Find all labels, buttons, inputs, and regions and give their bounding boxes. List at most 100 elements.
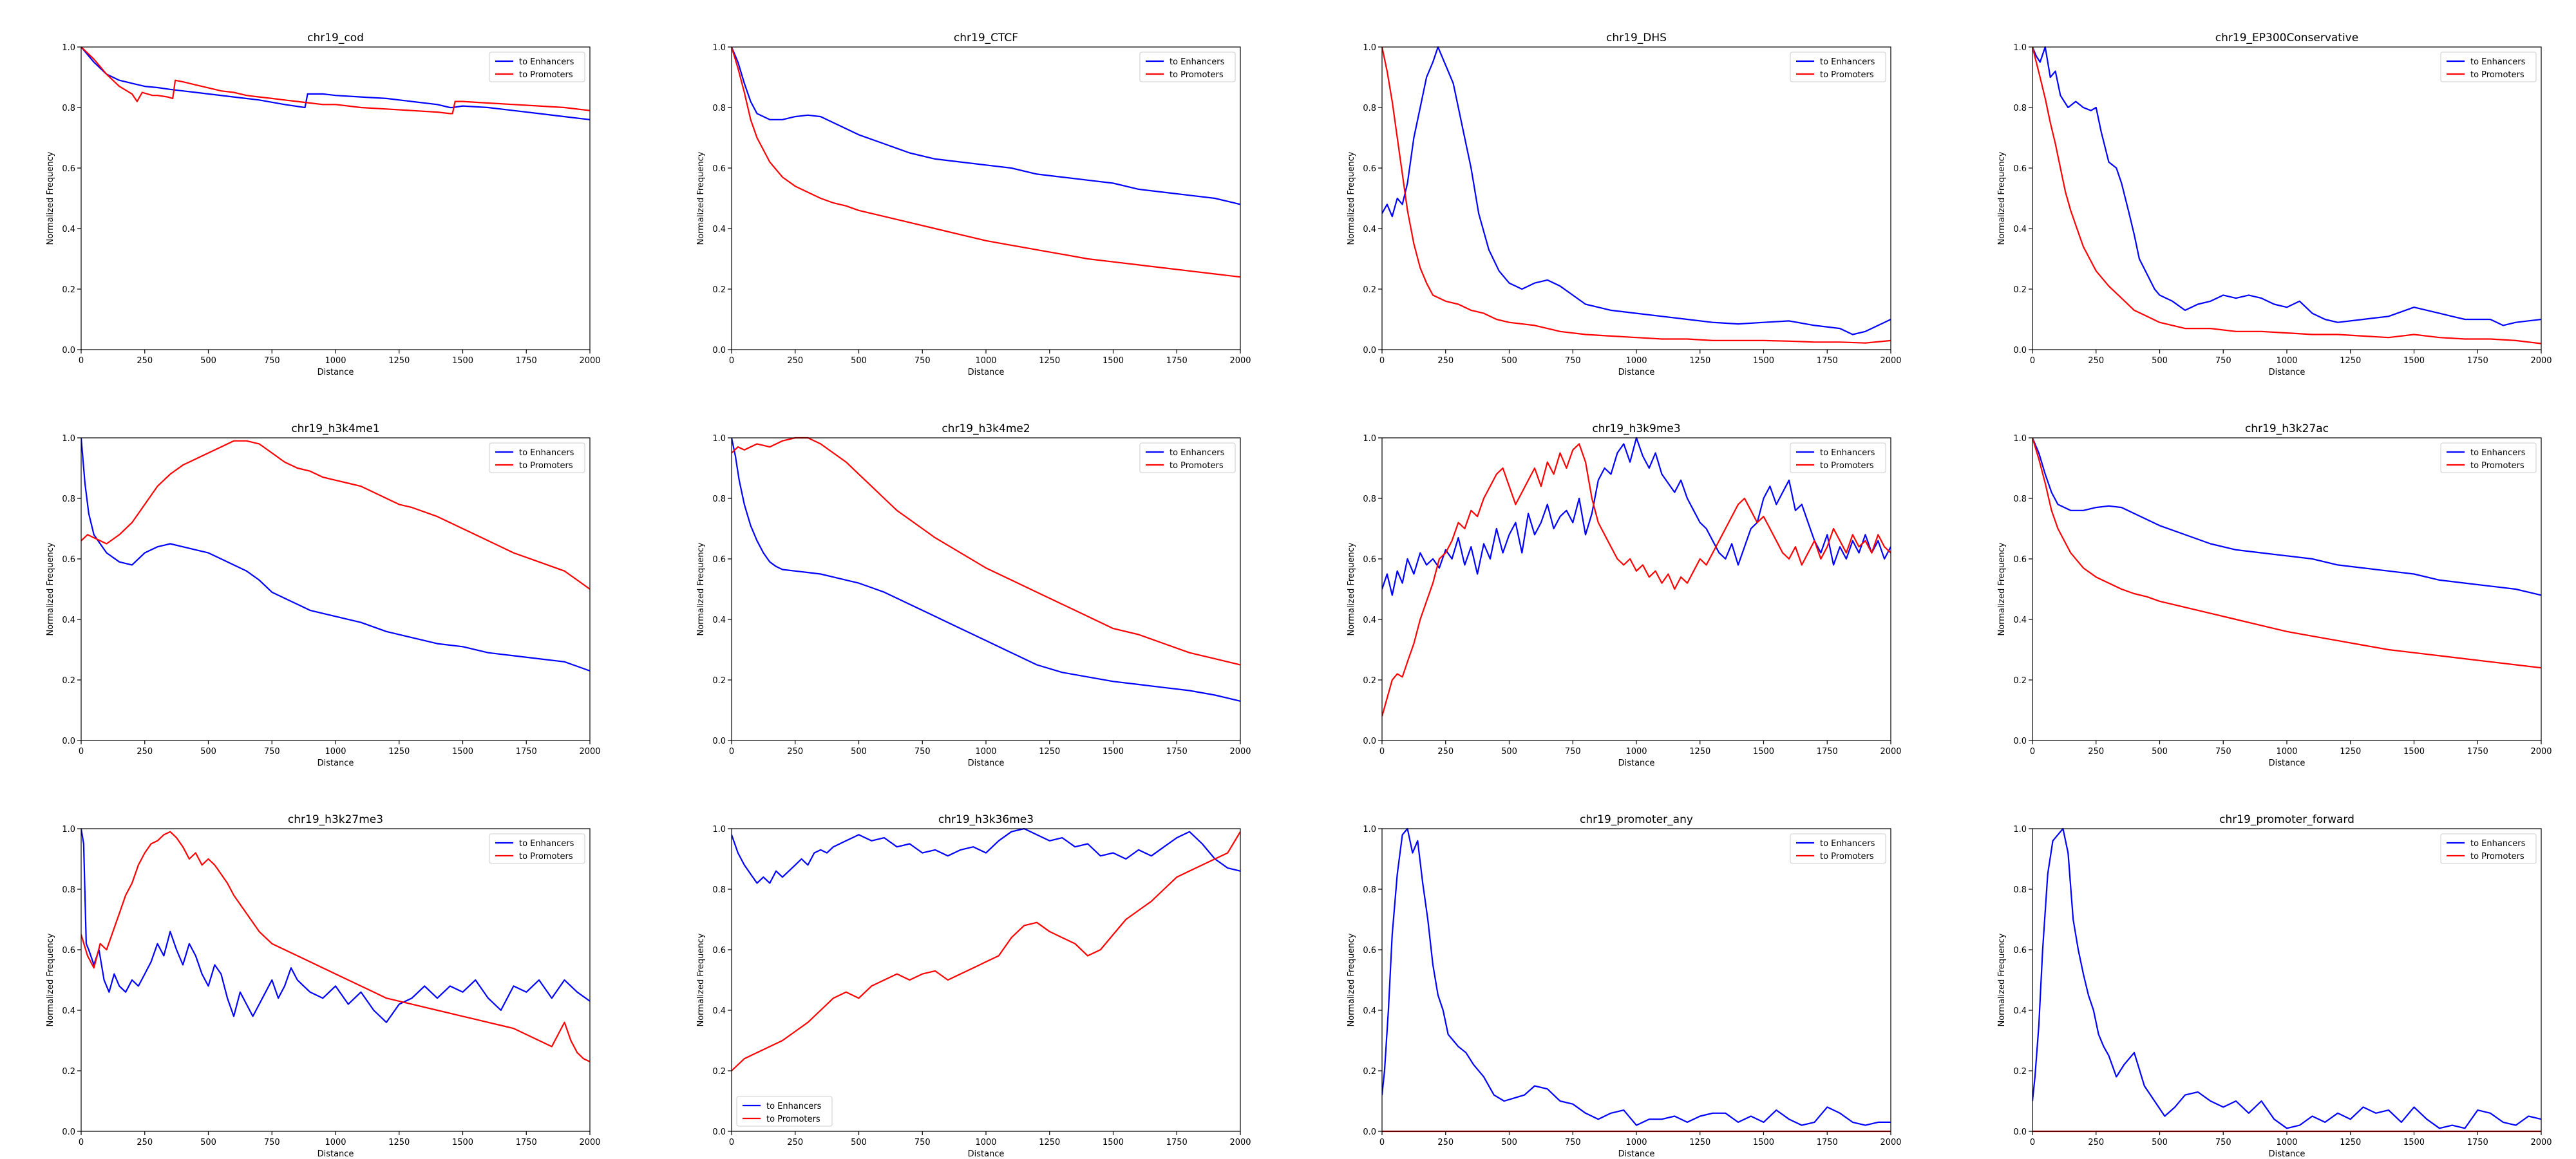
x-tick-label: 1000	[2276, 356, 2297, 366]
x-tick-label: 2000	[2530, 356, 2552, 366]
legend: to Enhancers to Promoters	[1790, 52, 1886, 82]
y-axis-label: Normalized Frequency	[1347, 151, 1356, 245]
x-tick-label: 500	[2152, 1138, 2168, 1147]
x-tick-label: 750	[264, 356, 280, 366]
y-tick-label: 0.0	[2013, 1127, 2027, 1137]
y-tick-label: 0.6	[712, 164, 726, 174]
x-tick-label: 1750	[1817, 747, 1838, 757]
x-tick-label: 1000	[1625, 1138, 1647, 1147]
x-axis-label: Distance	[1618, 368, 1655, 377]
y-tick-label: 0.4	[2013, 1006, 2027, 1016]
subplot-8: 0 250 500 750 1000 1250 1500 1750 2000 0.0 0.2 0.4 0…	[1997, 422, 2552, 768]
series-line-promoters	[81, 831, 590, 1062]
y-tick-label: 0.4	[62, 616, 75, 625]
subplot-7: 0 250 500 750 1000 1250 1500 1750 2000 0.0 0.2 0.4 0…	[1347, 422, 1902, 768]
legend: to Enhancers to Promoters	[2440, 442, 2537, 473]
y-tick-label: 0.2	[2013, 1067, 2027, 1077]
y-tick-label: 0.2	[62, 1067, 75, 1077]
legend: to Enhancers to Promoters	[1139, 52, 1236, 82]
x-tick-label: 1250	[1039, 747, 1060, 757]
y-tick-label: 0.2	[712, 1067, 726, 1077]
y-tick-label: 0.2	[1363, 285, 1376, 295]
y-tick-label: 0.4	[712, 1006, 726, 1016]
y-tick-label: 0.6	[712, 946, 726, 956]
x-tick-label: 0	[2030, 747, 2035, 757]
y-axis-label: Normalized Frequency	[1997, 151, 2007, 245]
y-axis-label: Normalized Frequency	[46, 542, 55, 636]
x-tick-label: 250	[1437, 356, 1454, 366]
y-tick-label: 0.6	[62, 946, 75, 956]
x-tick-label: 1500	[1753, 356, 1774, 366]
y-tick-label: 0.2	[2013, 285, 2027, 295]
subplot-12: 0 250 500 750 1000 1250 1500 1750 2000 0.0 0.2 0.4 0…	[1997, 813, 2552, 1159]
series-line-promoters	[2032, 437, 2541, 669]
x-tick-label: 1750	[1166, 356, 1188, 366]
y-tick-label: 0.2	[712, 285, 726, 295]
y-tick-label: 1.0	[62, 825, 75, 834]
x-tick-label: 1500	[2403, 1138, 2425, 1147]
x-tick-label: 750	[1565, 747, 1581, 757]
x-tick-label: 1250	[2340, 356, 2361, 366]
y-axis-label: Normalized Frequency	[46, 151, 55, 245]
legend: to Enhancers to Promoters	[1139, 442, 1236, 473]
x-tick-label: 1500	[1753, 1138, 1774, 1147]
x-tick-label: 1250	[2340, 1138, 2361, 1147]
x-tick-label: 750	[2215, 356, 2231, 366]
x-tick-label: 1000	[325, 747, 346, 757]
x-tick-label: 1500	[452, 356, 473, 366]
y-axis-label: Normalized Frequency	[46, 933, 55, 1026]
series-line-enhancers	[2032, 827, 2541, 1129]
y-axis-label: Normalized Frequency	[696, 151, 706, 245]
x-axis-label: Distance	[1618, 1149, 1655, 1159]
subplot-title: chr19_promoter_any	[1580, 813, 1693, 826]
x-tick-label: 750	[264, 747, 280, 757]
series-line-enhancers	[1382, 827, 1891, 1126]
x-tick-label: 750	[2215, 1138, 2231, 1147]
y-tick-label: 0.2	[1363, 676, 1376, 686]
x-tick-label: 2000	[579, 1138, 600, 1147]
subplot-4: 0 250 500 750 1000 1250 1500 1750 2000 0.0 0.2 0.4 0…	[1997, 32, 2552, 377]
x-tick-label: 1250	[388, 356, 410, 366]
y-tick-label: 1.0	[1363, 825, 1376, 834]
x-tick-label: 2000	[2530, 1138, 2552, 1147]
x-tick-label: 1750	[1166, 1138, 1188, 1147]
x-tick-label: 250	[787, 356, 803, 366]
y-tick-label: 0.4	[2013, 616, 2027, 625]
legend-label: to Promoters	[2470, 852, 2524, 862]
x-tick-label: 500	[851, 356, 867, 366]
legend-label: to Enhancers	[1820, 839, 1875, 849]
y-tick-label: 0.6	[62, 164, 75, 174]
y-tick-label: 1.0	[1363, 43, 1376, 53]
x-tick-label: 1750	[1817, 1138, 1838, 1147]
subplot-6: 0 250 500 750 1000 1250 1500 1750 2000 0.0 0.2 0.4 0…	[696, 422, 1251, 768]
x-axis-label: Distance	[2269, 1149, 2306, 1159]
y-tick-label: 0.2	[712, 676, 726, 686]
x-tick-label: 750	[914, 356, 931, 366]
y-tick-label: 0.4	[62, 1006, 75, 1016]
x-tick-label: 1500	[452, 1138, 473, 1147]
y-tick-label: 0.6	[2013, 946, 2027, 956]
x-tick-label: 1750	[1817, 356, 1838, 366]
y-tick-label: 0.6	[1363, 555, 1376, 565]
series-line-enhancers	[1382, 46, 1891, 335]
subplot-title: chr19_EP300Conservative	[2215, 32, 2358, 44]
subplot-title: chr19_h3k4me1	[291, 422, 379, 435]
x-tick-label: 1750	[2467, 356, 2488, 366]
y-tick-label: 0.8	[712, 104, 726, 113]
y-tick-label: 1.0	[62, 434, 75, 444]
x-tick-label: 1750	[2467, 1138, 2488, 1147]
x-tick-label: 2000	[579, 356, 600, 366]
legend-label: to Promoters	[766, 1115, 820, 1124]
x-axis-label: Distance	[1618, 759, 1655, 768]
y-tick-label: 0.8	[2013, 885, 2027, 895]
x-tick-label: 500	[851, 1138, 867, 1147]
series-line-enhancers	[732, 46, 1240, 205]
y-axis-label: Normalized Frequency	[1347, 933, 1356, 1026]
x-tick-label: 1000	[975, 356, 996, 366]
x-tick-label: 1500	[452, 747, 473, 757]
y-tick-label: 0.2	[2013, 676, 2027, 686]
subplot-10: 0 250 500 750 1000 1250 1500 1750 2000 0.0 0.2 0.4 0…	[696, 813, 1251, 1159]
x-tick-label: 250	[2088, 747, 2104, 757]
y-tick-label: 0.2	[62, 676, 75, 686]
